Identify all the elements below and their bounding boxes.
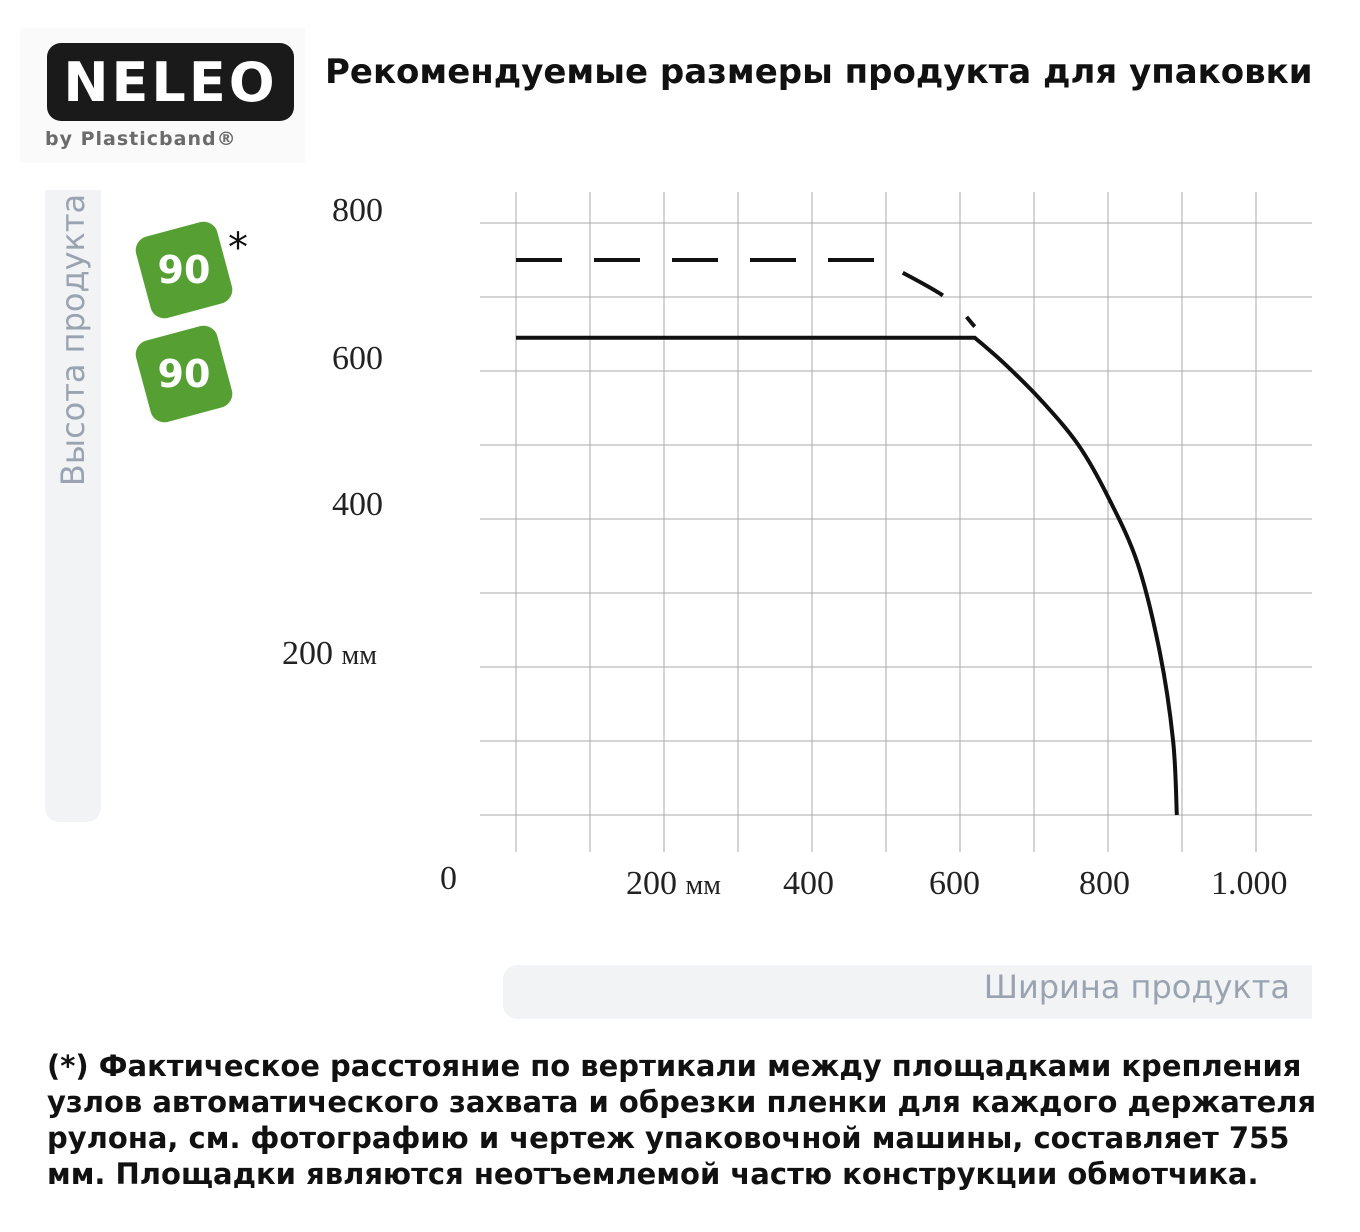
page-title: Рекомендуемые размеры продукта для упако… <box>325 52 1313 92</box>
origin-label: 0 <box>440 860 457 897</box>
y-tick-label-600: 600 <box>332 340 383 377</box>
x-tick-label-400: 400 <box>783 865 834 902</box>
badge-90: 90 <box>132 322 236 426</box>
logo-subtitle: by Plasticband® <box>45 128 237 150</box>
y-tick-label-400: 400 <box>332 486 383 523</box>
x-tick-label-1000: 1.000 <box>1211 865 1288 902</box>
x-axis-label-panel <box>503 965 1312 1019</box>
badge-90-marked: 90 <box>132 218 236 322</box>
asterisk-marker: * <box>228 225 248 271</box>
series-line-dashed <box>516 258 977 329</box>
logo: NELEO by Plasticband® <box>20 28 305 163</box>
y-tick-label-800: 800 <box>332 192 383 229</box>
x-tick-label-600: 600 <box>929 865 980 902</box>
y-tick-label-200: 200 мм <box>282 635 377 672</box>
y-axis-label-panel <box>45 190 101 822</box>
footnote: (*) Фактическое расстояние по вертикали … <box>47 1049 1317 1191</box>
x-tick-label-200: 200 мм <box>626 865 721 902</box>
series-line-solid <box>516 335 1179 816</box>
x-tick-label-800: 800 <box>1079 865 1130 902</box>
logo-wordmark: NELEO <box>47 43 294 121</box>
x-axis-label: Ширина продукта <box>983 968 1290 1006</box>
